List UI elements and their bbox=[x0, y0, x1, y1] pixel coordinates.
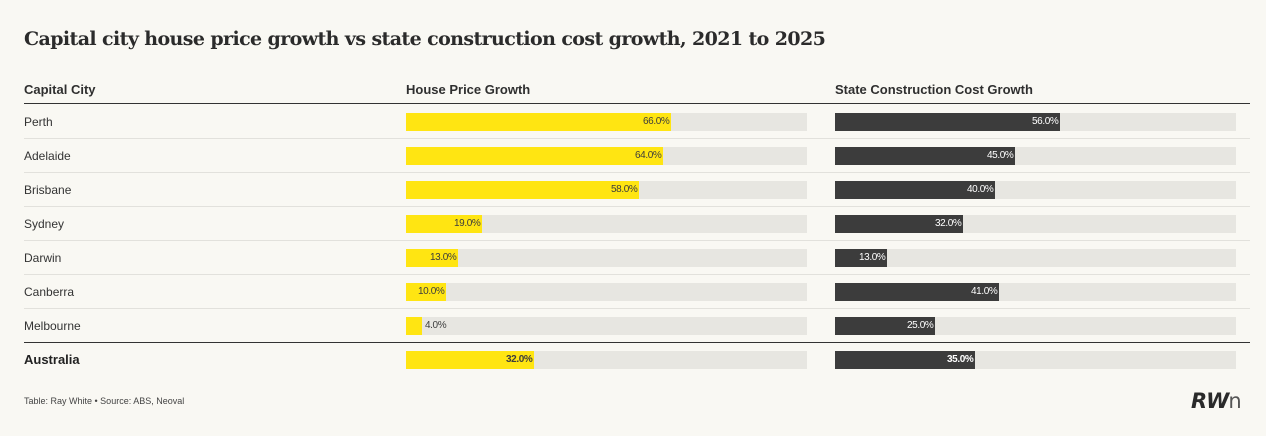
chart-title: Capital city house price growth vs state… bbox=[24, 28, 826, 50]
row-melbourne-cost-track: 25.0% bbox=[835, 317, 1236, 335]
row-sydney-cost-bar bbox=[835, 215, 963, 233]
row-brisbane-cost-bar bbox=[835, 181, 995, 199]
row-perth-cost-value: 56.0% bbox=[1032, 116, 1059, 127]
city-name-perth: Perth bbox=[24, 115, 53, 129]
row-brisbane-house-value: 58.0% bbox=[611, 184, 638, 195]
row-darwin-house-value: 13.0% bbox=[430, 252, 457, 263]
row-sydney-house-value: 19.0% bbox=[454, 218, 481, 229]
city-name-darwin: Darwin bbox=[24, 251, 62, 265]
row-australia-house-value: 32.0% bbox=[506, 354, 533, 365]
header-capital-city: Capital City bbox=[24, 82, 96, 97]
city-name-sydney: Sydney bbox=[24, 217, 65, 231]
row-perth-house-bar bbox=[406, 113, 671, 131]
row-perth-cost-bar bbox=[835, 113, 1060, 131]
row-perth-house-value: 66.0% bbox=[643, 116, 670, 127]
source-note: Table: Ray White • Source: ABS, Neoval bbox=[24, 396, 185, 406]
table-total-row: Australia 32.0% 35.0% bbox=[24, 343, 1250, 377]
row-australia-cost-track: 35.0% bbox=[835, 351, 1236, 369]
row-melbourne-house-track: 4.0% bbox=[406, 317, 807, 335]
logo-suffix: n bbox=[1228, 389, 1241, 413]
row-melbourne-house-value: 4.0% bbox=[425, 320, 447, 331]
row-darwin-house-bar bbox=[406, 249, 458, 267]
row-melbourne-house-bar bbox=[406, 317, 422, 335]
row-darwin-cost-value: 13.0% bbox=[859, 252, 886, 263]
table-row: Melbourne 4.0% 25.0% bbox=[24, 309, 1250, 343]
row-perth-cost-track: 56.0% bbox=[835, 113, 1236, 131]
row-adelaide-house-track: 64.0% bbox=[406, 147, 807, 165]
row-australia-cost-bar bbox=[835, 351, 975, 369]
table-row: Brisbane 58.0% 40.0% bbox=[24, 173, 1250, 207]
row-darwin-cost-bar bbox=[835, 249, 887, 267]
row-melbourne-cost-value: 25.0% bbox=[907, 320, 934, 331]
table-row: Perth 66.0% 56.0% bbox=[24, 105, 1250, 139]
row-canberra-house-bar bbox=[406, 283, 446, 301]
table-header: Capital City House Price Growth State Co… bbox=[24, 82, 1250, 104]
city-name-australia: Australia bbox=[24, 352, 80, 367]
row-canberra-cost-bar bbox=[835, 283, 999, 301]
row-brisbane-house-track: 58.0% bbox=[406, 181, 807, 199]
city-name-canberra: Canberra bbox=[24, 285, 75, 299]
row-sydney-cost-value: 32.0% bbox=[935, 218, 962, 229]
row-australia-house-track: 32.0% bbox=[406, 351, 807, 369]
row-brisbane-cost-value: 40.0% bbox=[967, 184, 994, 195]
city-name-melbourne: Melbourne bbox=[24, 319, 81, 333]
table-row: Sydney 19.0% 32.0% bbox=[24, 207, 1250, 241]
row-adelaide-cost-bar bbox=[835, 147, 1015, 165]
row-canberra-cost-value: 41.0% bbox=[971, 286, 998, 297]
row-australia-house-bar bbox=[406, 351, 534, 369]
row-darwin-house-track: 13.0% bbox=[406, 249, 807, 267]
row-canberra-house-value: 10.0% bbox=[418, 286, 445, 297]
row-australia-cost-value: 35.0% bbox=[947, 354, 974, 365]
row-melbourne-cost-bar bbox=[835, 317, 935, 335]
city-name-adelaide: Adelaide bbox=[24, 149, 71, 163]
row-canberra-cost-track: 41.0% bbox=[835, 283, 1236, 301]
row-perth-house-track: 66.0% bbox=[406, 113, 807, 131]
city-name-brisbane: Brisbane bbox=[24, 183, 72, 197]
row-adelaide-house-value: 64.0% bbox=[635, 150, 662, 161]
row-sydney-house-bar bbox=[406, 215, 482, 233]
header-construction-cost-growth: State Construction Cost Growth bbox=[835, 82, 1033, 97]
row-brisbane-cost-track: 40.0% bbox=[835, 181, 1236, 199]
row-sydney-house-track: 19.0% bbox=[406, 215, 807, 233]
table-row: Adelaide 64.0% 45.0% bbox=[24, 139, 1250, 173]
header-house-price-growth: House Price Growth bbox=[406, 82, 531, 97]
row-brisbane-house-bar bbox=[406, 181, 639, 199]
table-row: Canberra 10.0% 41.0% bbox=[24, 275, 1250, 309]
table-body: Perth 66.0% 56.0% Adelaide 64.0% 45.0% Brisban… bbox=[24, 105, 1250, 377]
row-sydney-cost-track: 32.0% bbox=[835, 215, 1236, 233]
row-adelaide-house-bar bbox=[406, 147, 663, 165]
ray-white-logo: RWn bbox=[1191, 389, 1242, 413]
row-canberra-house-track: 10.0% bbox=[406, 283, 807, 301]
logo-main: RW bbox=[1191, 389, 1229, 413]
table-row: Darwin 13.0% 13.0% bbox=[24, 241, 1250, 275]
row-darwin-cost-track: 13.0% bbox=[835, 249, 1236, 267]
row-adelaide-cost-value: 45.0% bbox=[987, 150, 1014, 161]
row-adelaide-cost-track: 45.0% bbox=[835, 147, 1236, 165]
